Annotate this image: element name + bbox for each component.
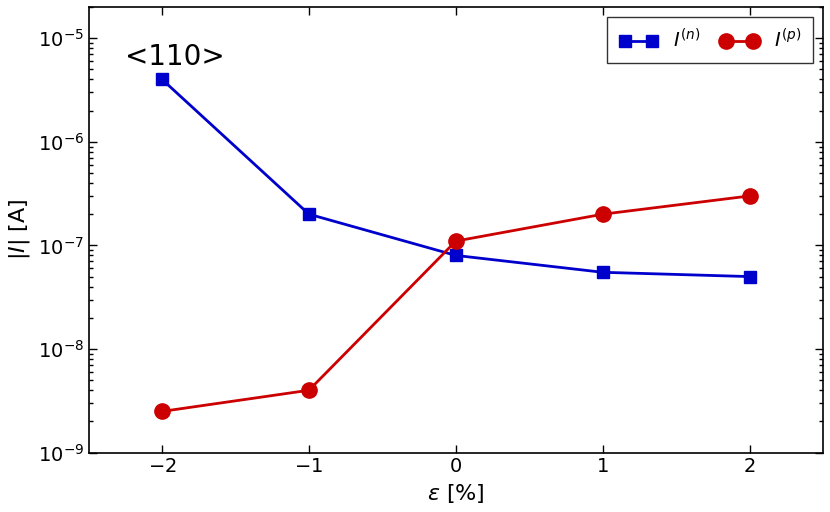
$I^{(p)}$ bbox=[745, 193, 754, 199]
$I^{(p)}$ bbox=[451, 238, 461, 244]
Y-axis label: $|I|$ [A]: $|I|$ [A] bbox=[7, 199, 32, 261]
X-axis label: $\varepsilon$ [%]: $\varepsilon$ [%] bbox=[427, 482, 485, 505]
Text: <110>: <110> bbox=[125, 42, 225, 71]
$I^{(p)}$ bbox=[157, 409, 167, 415]
Line: $I^{(p)}$: $I^{(p)}$ bbox=[154, 188, 757, 419]
$I^{(n)}$ bbox=[304, 211, 314, 217]
$I^{(p)}$ bbox=[304, 387, 314, 393]
$I^{(p)}$ bbox=[598, 211, 608, 217]
Line: $I^{(n)}$: $I^{(n)}$ bbox=[156, 73, 756, 283]
$I^{(n)}$ bbox=[157, 76, 167, 82]
$I^{(n)}$ bbox=[598, 269, 608, 275]
$I^{(n)}$ bbox=[745, 273, 754, 280]
$I^{(n)}$ bbox=[451, 252, 461, 259]
Legend: $I^{(n)}$, $I^{(p)}$: $I^{(n)}$, $I^{(p)}$ bbox=[608, 17, 813, 63]
